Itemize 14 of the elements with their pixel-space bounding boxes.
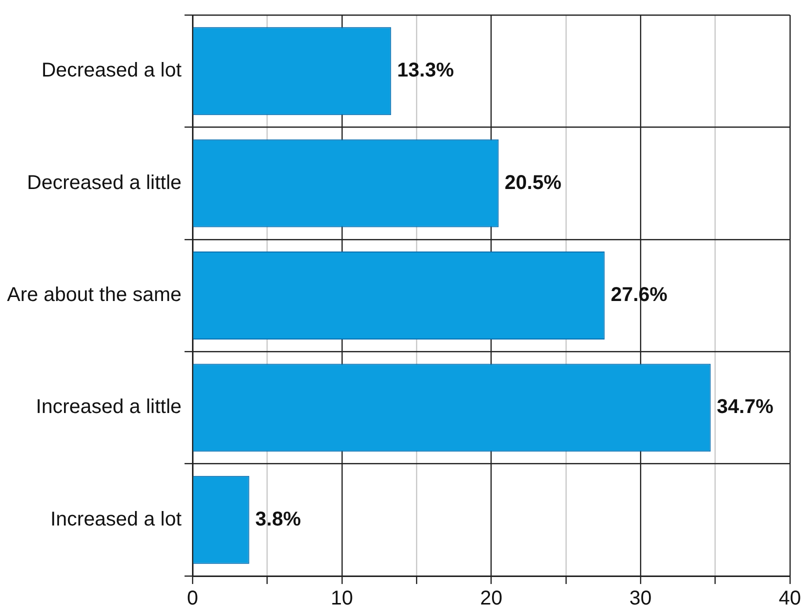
data-label: 13.3% bbox=[397, 60, 454, 82]
y-tick-label: Are about the same bbox=[6, 284, 182, 306]
y-tick-label: Decreased a lot bbox=[41, 60, 182, 82]
x-tick-label: 30 bbox=[629, 588, 652, 610]
data-label: 20.5% bbox=[504, 172, 562, 194]
y-tick-label: Increased a lot bbox=[50, 508, 182, 530]
x-tick-label: 40 bbox=[778, 588, 801, 610]
data-label: 34.7% bbox=[716, 396, 774, 418]
x-tick-label: 0 bbox=[186, 588, 198, 610]
data-label: 3.8% bbox=[255, 508, 302, 530]
y-tick-label: Increased a little bbox=[36, 396, 182, 418]
x-tick-label: 20 bbox=[480, 588, 502, 610]
y-tick-label: Decreased a little bbox=[27, 172, 182, 194]
x-tick-label: 10 bbox=[330, 588, 354, 610]
